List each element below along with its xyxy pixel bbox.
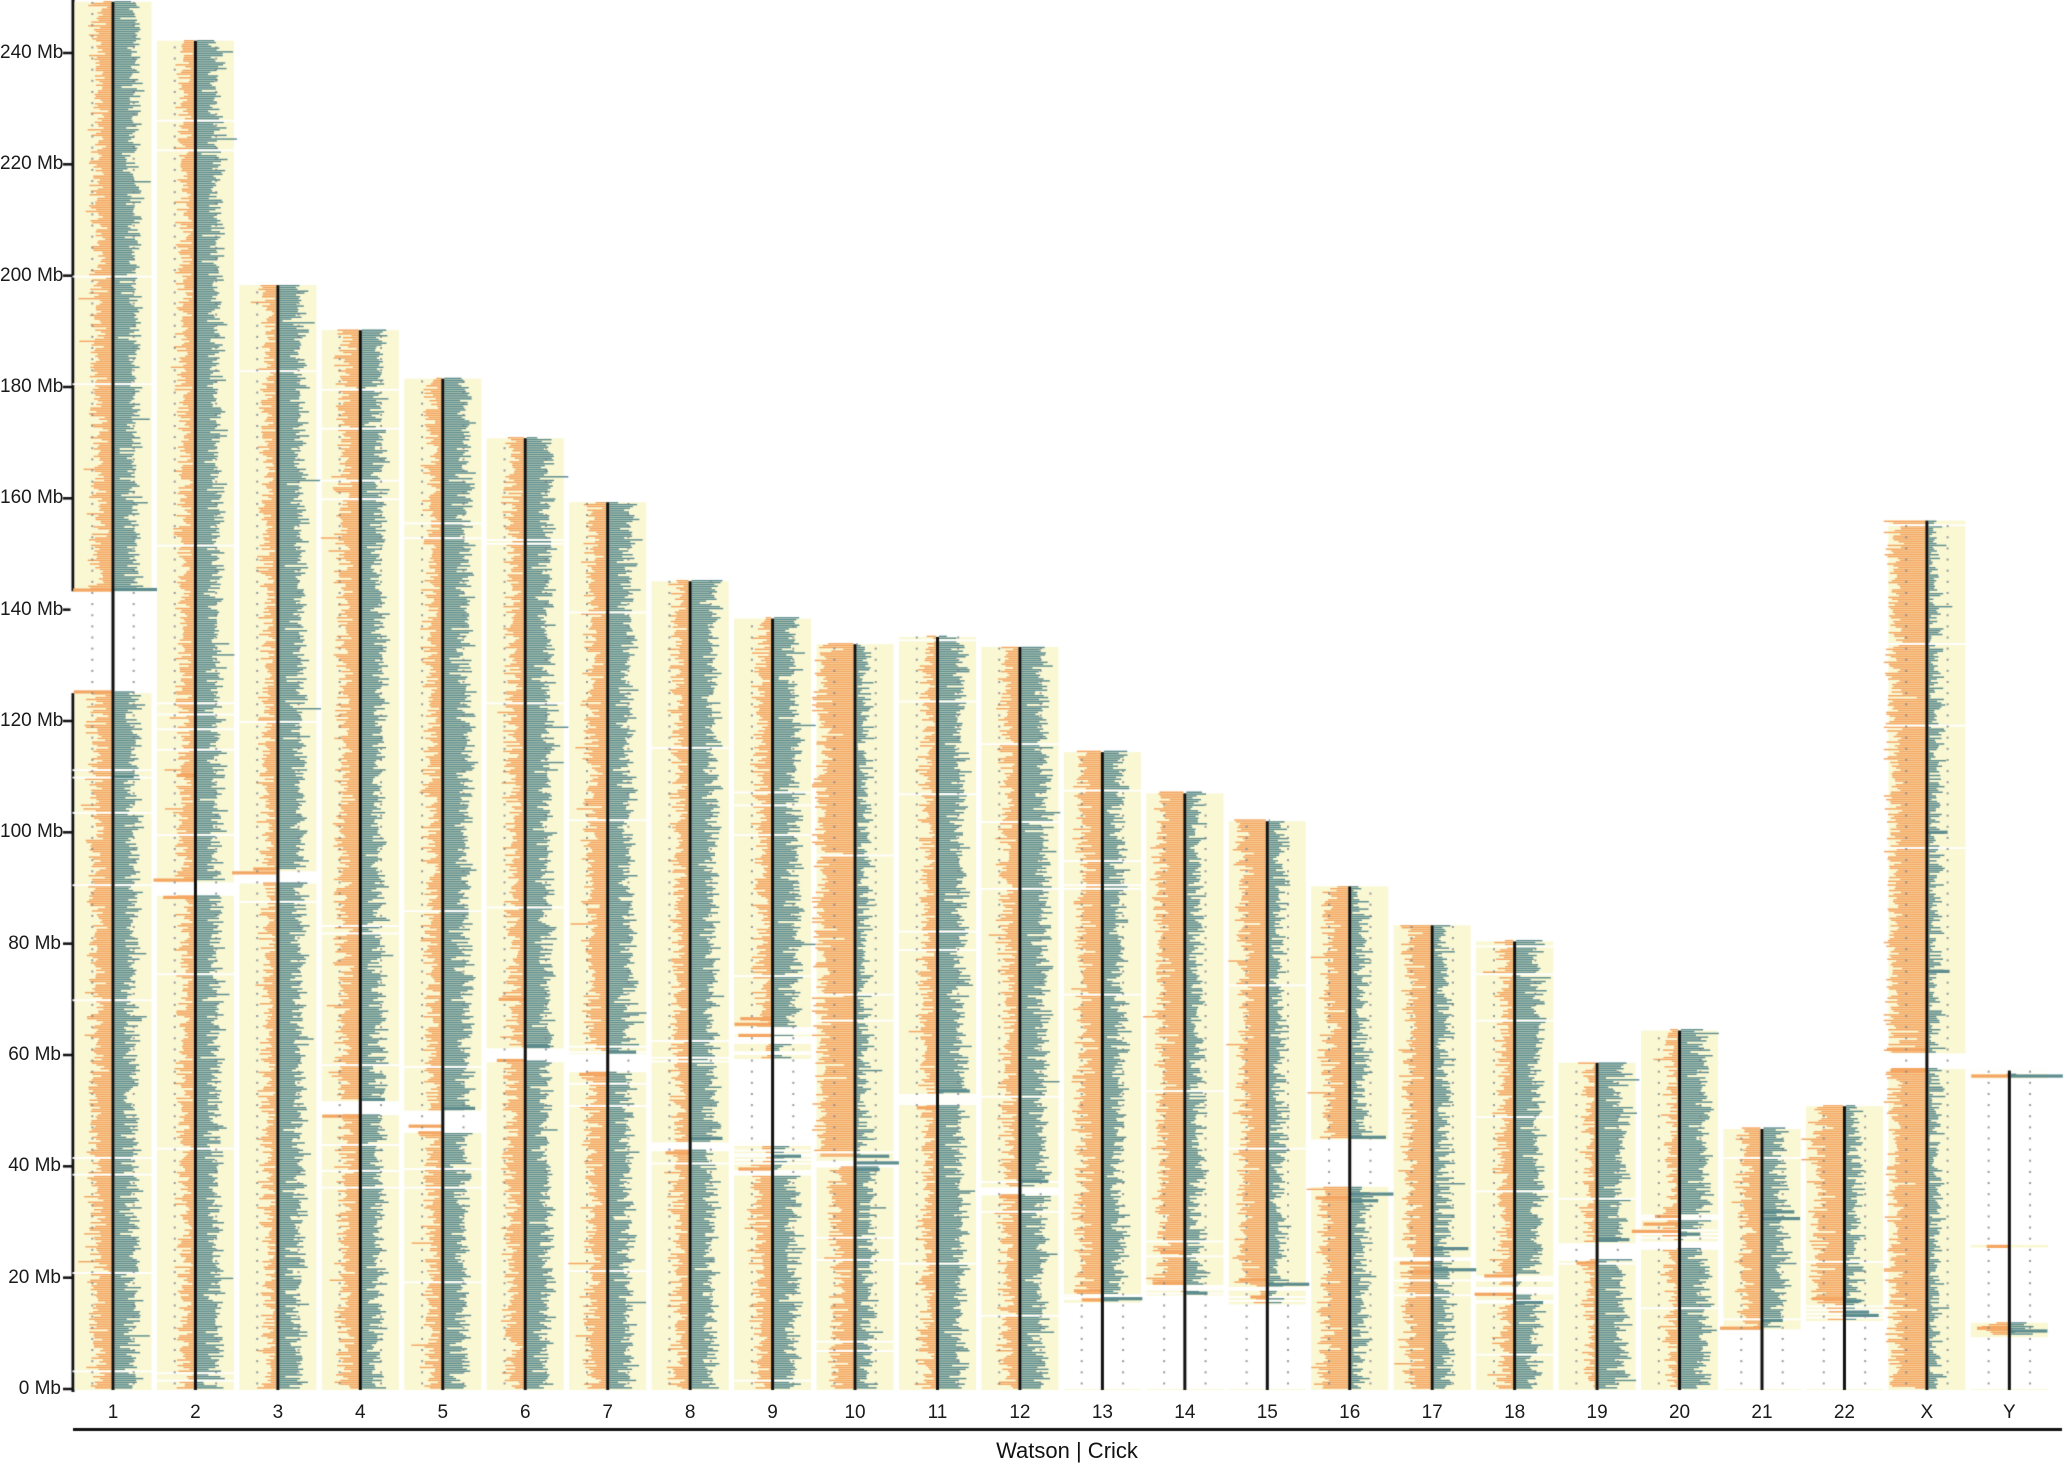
- chromosome-label-13: 13: [1091, 1402, 1113, 1423]
- chromosome-label-4: 4: [355, 1402, 366, 1423]
- y-tick-label: 180 Mb: [0, 375, 64, 397]
- chromosome-label-5: 5: [437, 1402, 449, 1423]
- chromosome-label-2: 2: [190, 1402, 201, 1423]
- chromosome-label-3: 3: [272, 1402, 284, 1423]
- y-tick-label: 200 Mb: [0, 264, 64, 286]
- chromosome-label-10: 10: [844, 1402, 866, 1423]
- chromosome-label-8: 8: [684, 1402, 696, 1423]
- chromosome-label-15: 15: [1256, 1402, 1278, 1423]
- y-tick-label: 60 Mb: [8, 1043, 61, 1065]
- chromosome-label-22: 22: [1833, 1402, 1855, 1423]
- y-tick-label: 160 Mb: [0, 487, 64, 509]
- y-tick-label: 140 Mb: [0, 598, 64, 620]
- y-tick-label: 0 Mb: [18, 1378, 61, 1399]
- y-tick-label: 80 Mb: [8, 932, 61, 954]
- y-tick-label: 40 Mb: [8, 1155, 61, 1177]
- chromosome-label-14: 14: [1174, 1402, 1196, 1423]
- y-tick-label: 220 Mb: [0, 153, 64, 175]
- y-tick-label: 240 Mb: [0, 41, 64, 63]
- y-tick-label: 20 Mb: [8, 1266, 61, 1288]
- chromosome-label-9: 9: [767, 1402, 778, 1423]
- chromosome-label-16: 16: [1339, 1402, 1361, 1423]
- chromosome-label-X: X: [1920, 1402, 1934, 1423]
- x-axis-title: Watson | Crick: [996, 1438, 1138, 1463]
- chromosome-label-12: 12: [1009, 1402, 1031, 1423]
- chromosome-label-1: 1: [107, 1402, 119, 1423]
- chromosome-label-6: 6: [519, 1402, 531, 1423]
- chromosome-label-11: 11: [927, 1402, 948, 1423]
- chromosome-label-20: 20: [1668, 1402, 1691, 1423]
- y-tick-label: 100 Mb: [0, 821, 64, 843]
- chromosome-label-17: 17: [1421, 1402, 1443, 1423]
- chromosome-label-Y: Y: [2003, 1402, 2016, 1423]
- chromosome-label-18: 18: [1504, 1402, 1526, 1423]
- y-tick-label: 120 Mb: [0, 709, 64, 731]
- chromosome-label-7: 7: [602, 1402, 613, 1423]
- chromosome-label-19: 19: [1586, 1402, 1608, 1423]
- chromosome-label-21: 21: [1751, 1402, 1773, 1423]
